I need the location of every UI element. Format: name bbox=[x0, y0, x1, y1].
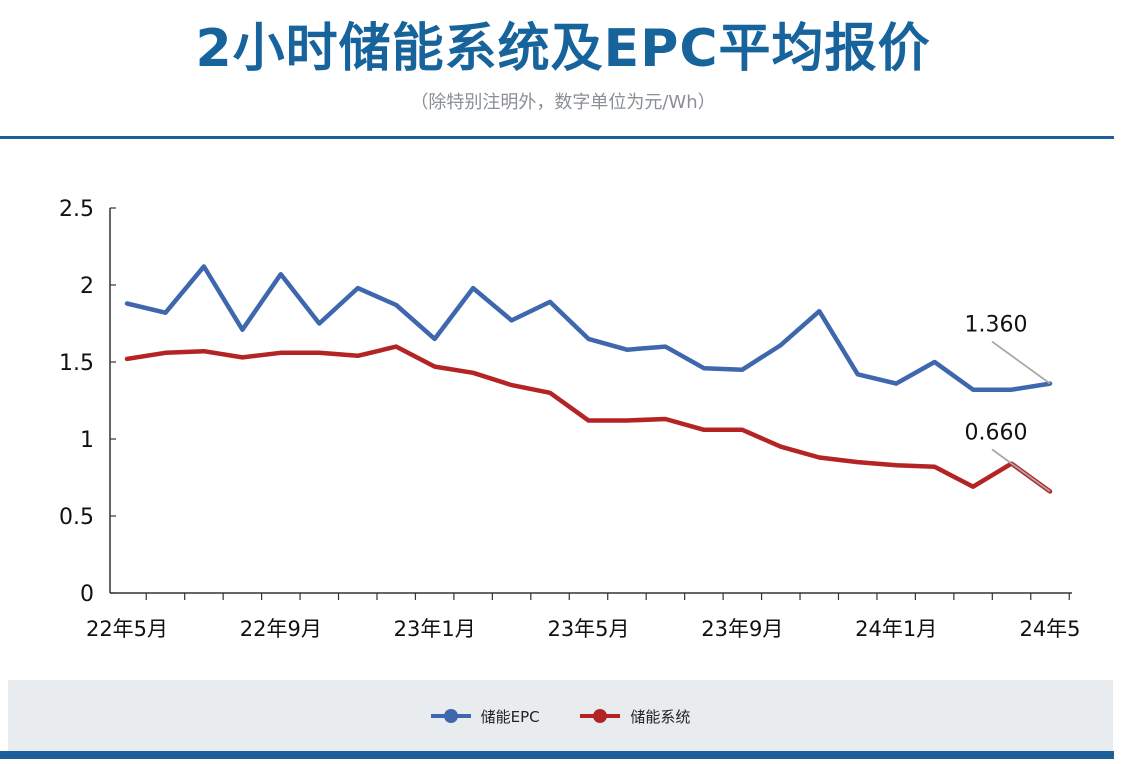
x-tick-label: 24年1月 bbox=[855, 617, 937, 641]
x-tick-label: 23年1月 bbox=[394, 617, 476, 641]
y-tick-label: 1 bbox=[80, 428, 94, 453]
y-tick-label: 2.5 bbox=[59, 197, 94, 222]
top-divider bbox=[0, 136, 1114, 139]
chart-title: 2小时储能系统及EPC平均报价 bbox=[195, 19, 931, 79]
bottom-divider bbox=[0, 751, 1114, 759]
legend-swatch-epc bbox=[430, 709, 471, 723]
series-line-epc bbox=[124, 264, 1053, 392]
x-tick-label: 23年5月 bbox=[547, 617, 629, 641]
x-tick-label: 23年9月 bbox=[701, 617, 783, 641]
data-label: 1.360 bbox=[965, 313, 1028, 338]
legend-item-epc: 储能EPC bbox=[430, 706, 540, 727]
chart-legend: 储能EPC 储能系统 bbox=[8, 704, 1113, 727]
x-tick-label: 24年5 bbox=[1019, 617, 1080, 641]
line-chart: 0 0.5 1 1.5 2 2.5 22年5月 22年9月 23年1月 23年5月 23年9月 24年… bbox=[59, 197, 1081, 641]
y-tick-label: 0 bbox=[80, 582, 94, 607]
y-tick-label: 0.5 bbox=[59, 505, 94, 530]
y-tick-label: 2 bbox=[80, 274, 94, 299]
y-tick-label: 1.5 bbox=[59, 351, 94, 376]
data-label: 0.660 bbox=[965, 420, 1028, 445]
legend-item-system: 储能系统 bbox=[580, 706, 690, 727]
legend-swatch-system bbox=[580, 709, 621, 723]
legend-band: 储能EPC 储能系统 bbox=[8, 680, 1113, 752]
x-tick-label: 22年9月 bbox=[240, 617, 322, 641]
legend-label-system: 储能系统 bbox=[630, 707, 691, 726]
annotation-leader bbox=[991, 448, 1051, 493]
annotation-leader bbox=[991, 340, 1051, 385]
chart-subtitle: （除特别注明外，数字单位为元/Wh） bbox=[410, 92, 716, 113]
x-tick-label: 22年5月 bbox=[86, 617, 168, 641]
legend-label-epc: 储能EPC bbox=[480, 707, 540, 726]
series-line-system bbox=[124, 344, 1053, 494]
